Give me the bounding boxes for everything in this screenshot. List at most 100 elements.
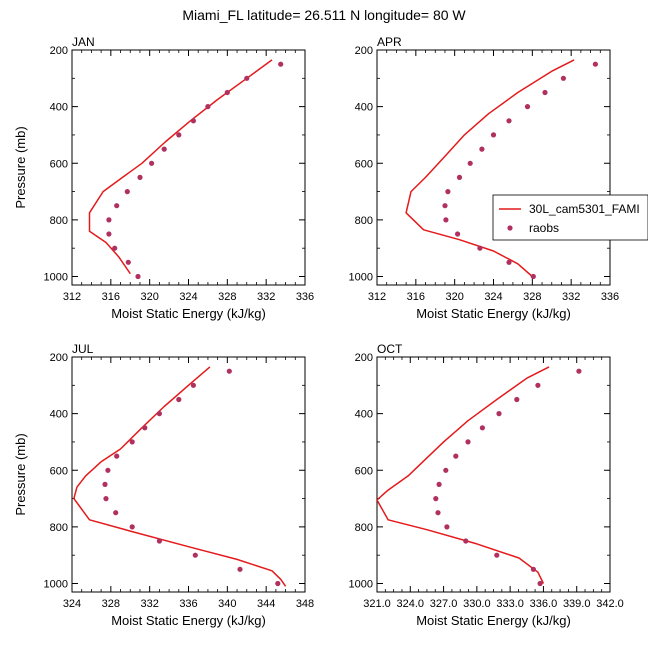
x-tick-label: 336.0 bbox=[530, 598, 558, 610]
y-tick-label: 200 bbox=[355, 352, 373, 364]
y-tick-label: 400 bbox=[355, 409, 373, 421]
raobs-point bbox=[124, 189, 130, 195]
raobs-point bbox=[494, 552, 500, 558]
raobs-point bbox=[496, 411, 502, 417]
raobs-point bbox=[102, 481, 108, 487]
raobs-point bbox=[530, 273, 536, 280]
raobs-point bbox=[161, 146, 167, 152]
raobs-point bbox=[442, 203, 448, 209]
x-tick-label: 332 bbox=[562, 291, 580, 303]
raobs-point bbox=[176, 132, 182, 138]
raobs-point bbox=[467, 160, 473, 166]
raobs-point bbox=[149, 160, 155, 166]
legend-line-label: 30L_cam5301_FAMI bbox=[529, 202, 640, 216]
data-layer bbox=[377, 366, 582, 587]
x-tick-label: 333.0 bbox=[496, 598, 524, 610]
y-tick-label: 400 bbox=[355, 102, 373, 114]
raobs-point bbox=[542, 89, 548, 96]
raobs-point bbox=[112, 245, 118, 251]
raobs-point bbox=[190, 118, 196, 124]
panel-title: APR bbox=[377, 35, 402, 49]
raobs-point bbox=[114, 203, 120, 209]
raobs-point bbox=[514, 396, 520, 403]
raobs-point bbox=[576, 368, 582, 374]
data-layer bbox=[405, 59, 599, 280]
raobs-point bbox=[443, 467, 449, 473]
x-tick-label: 327.0 bbox=[430, 598, 458, 610]
raobs-point bbox=[530, 566, 537, 572]
x-tick-label: 344 bbox=[257, 598, 275, 610]
raobs-point bbox=[535, 382, 541, 388]
raobs-point bbox=[224, 89, 230, 96]
data-layer bbox=[73, 366, 287, 587]
plot-frame bbox=[71, 356, 306, 593]
x-axis-label: Moist Static Energy (kJ/kg) bbox=[416, 306, 571, 321]
x-tick-label: 340 bbox=[218, 598, 236, 610]
panel-title: JUL bbox=[72, 342, 94, 356]
y-tick-label: 400 bbox=[50, 409, 68, 421]
raobs-point bbox=[537, 580, 543, 587]
y-tick-label: 1000 bbox=[349, 272, 373, 284]
x-tick-label: 348 bbox=[296, 598, 314, 610]
raobs-point bbox=[237, 566, 243, 572]
x-tick-label: 328 bbox=[523, 291, 541, 303]
x-tick-label: 312 bbox=[63, 291, 81, 303]
raobs-point bbox=[479, 425, 485, 431]
x-tick-label: 312 bbox=[368, 291, 386, 303]
x-tick-label: 342.0 bbox=[596, 598, 624, 610]
y-tick-label: 1000 bbox=[44, 579, 68, 591]
raobs-point bbox=[129, 439, 135, 445]
y-tick-label: 200 bbox=[50, 352, 68, 364]
y-tick-label: 1000 bbox=[44, 272, 68, 284]
raobs-point bbox=[129, 524, 135, 530]
x-tick-label: 324 bbox=[63, 598, 81, 610]
panel-jul: JUL 324 328 332 336 340 344 348 200 400 600 800 1000… bbox=[13, 342, 314, 628]
y-tick-label: 800 bbox=[50, 522, 68, 534]
x-axis-label: Moist Static Energy (kJ/kg) bbox=[416, 613, 571, 628]
model-line-series bbox=[405, 59, 575, 278]
raobs-point bbox=[445, 189, 451, 195]
model-line-series bbox=[88, 59, 273, 275]
raobs-point bbox=[106, 217, 112, 223]
raobs-point bbox=[453, 453, 459, 459]
raobs-point bbox=[156, 411, 162, 417]
x-axis-label: Moist Static Energy (kJ/kg) bbox=[111, 306, 266, 321]
data-layer bbox=[88, 59, 284, 280]
raobs-point bbox=[192, 552, 198, 558]
plot-frame bbox=[376, 49, 611, 286]
y-tick-label: 400 bbox=[50, 102, 68, 114]
raobs-point bbox=[103, 496, 109, 502]
raobs-point bbox=[443, 217, 449, 223]
raobs-point bbox=[456, 174, 463, 180]
y-tick-label: 800 bbox=[355, 522, 373, 534]
y-axis-label: Pressure (mb) bbox=[13, 433, 28, 515]
x-tick-label: 336 bbox=[601, 291, 619, 303]
x-tick-label: 332 bbox=[140, 598, 158, 610]
x-tick-label: 320 bbox=[140, 291, 158, 303]
plot-frame bbox=[71, 49, 306, 286]
x-tick-label: 330.0 bbox=[463, 598, 491, 610]
x-axis-label: Moist Static Energy (kJ/kg) bbox=[111, 613, 266, 628]
raobs-point bbox=[592, 61, 599, 67]
y-tick-label: 800 bbox=[50, 215, 68, 227]
raobs-point bbox=[436, 481, 442, 487]
y-tick-label: 1000 bbox=[349, 579, 373, 591]
raobs-point bbox=[176, 396, 182, 403]
raobs-point bbox=[490, 132, 497, 138]
model-line-series bbox=[73, 366, 287, 587]
x-tick-label: 336 bbox=[296, 291, 314, 303]
raobs-point bbox=[156, 538, 162, 544]
raobs-point bbox=[433, 496, 439, 502]
x-tick-label: 320 bbox=[445, 291, 463, 303]
raobs-point bbox=[435, 510, 441, 516]
y-tick-label: 600 bbox=[50, 158, 68, 170]
raobs-point bbox=[205, 104, 211, 110]
raobs-point bbox=[444, 524, 450, 530]
x-tick-label: 321.0 bbox=[363, 598, 391, 610]
y-axis-label: Pressure (mb) bbox=[13, 126, 28, 208]
raobs-point bbox=[105, 467, 111, 473]
panel-jan: JAN 312 316 320 324 328 332 336 200 400 600 800 1000… bbox=[13, 35, 314, 321]
raobs-point bbox=[135, 273, 141, 280]
panel-oct: OCT 321.0 324.0 327.0 330.0 333.0 336.0 339.0 34… bbox=[349, 342, 624, 628]
